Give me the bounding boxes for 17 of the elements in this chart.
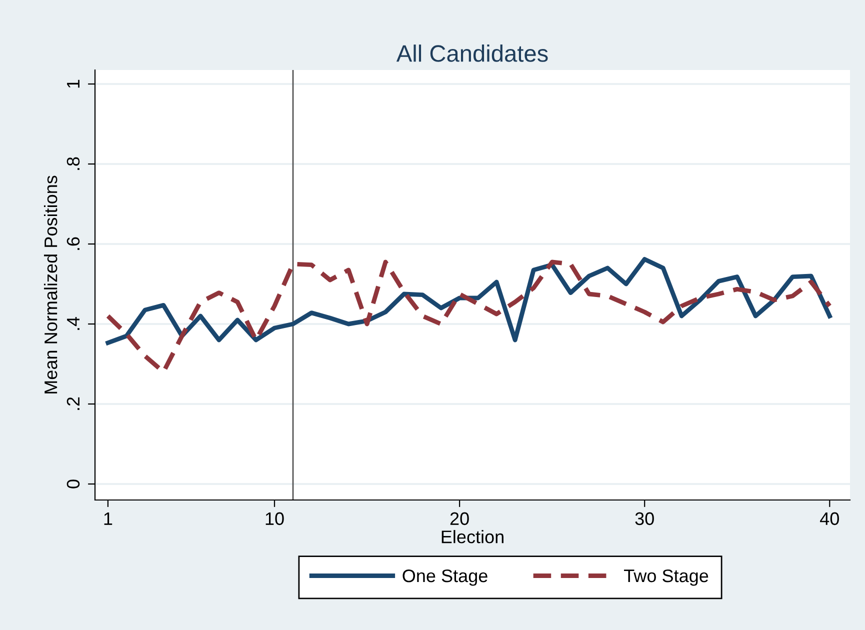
- x-tick-label: 40: [820, 512, 839, 526]
- y-tick-label: .4: [67, 317, 80, 330]
- y-tick-label: .6: [66, 237, 80, 250]
- x-tick-label: 10: [266, 512, 284, 526]
- x-tick-label: 30: [635, 512, 654, 526]
- y-tick-label: .8: [66, 157, 80, 170]
- x-tick-label: 1: [104, 512, 112, 525]
- line-series: [106, 256, 832, 346]
- y-tick-label: 1: [67, 80, 80, 88]
- x-tick-label: 20: [450, 512, 469, 526]
- y-axis-title: Mean Normalized Positions: [44, 176, 58, 394]
- legend-label: Two Stage: [624, 569, 708, 586]
- chart-title: All Candidates: [396, 44, 548, 62]
- legend-label: One Stage: [402, 569, 488, 586]
- y-tick-label: 0: [66, 480, 80, 488]
- y-tick-label: .2: [66, 397, 80, 410]
- x-axis-title: Election: [442, 530, 504, 544]
